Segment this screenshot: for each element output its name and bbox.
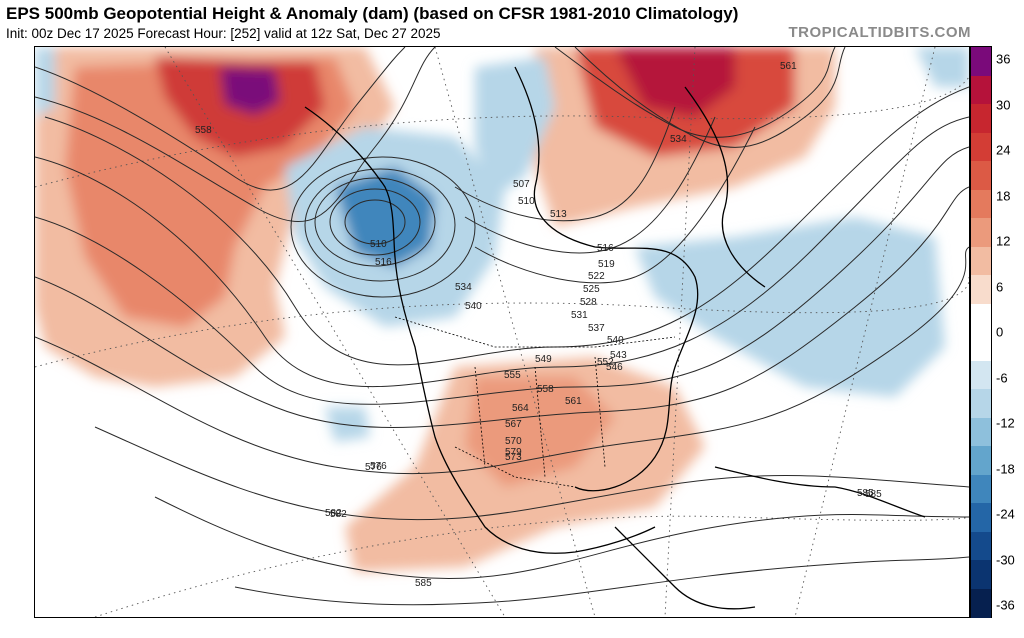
contour-label: 570 [505, 436, 522, 447]
contour-label: 558 [537, 384, 554, 395]
colorbar-tick-label: -18 [996, 461, 1015, 476]
contour-label: 546 [606, 362, 623, 373]
map-svg: 5585615345075105135165195225255285315375… [35, 47, 969, 617]
colorbar-tick-label: -24 [996, 506, 1015, 522]
contour-label: 585 [415, 578, 432, 589]
colorbar-segment [971, 75, 991, 105]
colorbar-segment [971, 104, 991, 133]
colorbar-segment [971, 560, 991, 589]
colorbar-tick-label: 18 [996, 188, 1011, 203]
contour-label: 585 [865, 489, 882, 500]
anomaly-negative-east [635, 217, 945, 397]
contour-labels: 5585615345075105135165195225255285315375… [195, 61, 882, 589]
anomaly-negative-west-inner [335, 167, 435, 267]
colorbar-segment [971, 389, 991, 418]
contour-label: 516 [375, 257, 392, 268]
colorbar-segment [971, 189, 991, 219]
colorbar-tick-label: 12 [996, 233, 1011, 249]
graticule [35, 47, 969, 617]
anomaly-negative-ne-corner [915, 47, 969, 87]
contour-label: 579 [505, 447, 522, 458]
anomaly-max-alaska [220, 67, 280, 115]
contour-label: 576 [365, 462, 382, 473]
colorbar-segment [971, 417, 991, 447]
contour-label: 567 [505, 419, 522, 430]
anomaly-positive-ne-core [615, 47, 735, 117]
colorbar-segment [971, 132, 991, 162]
anomaly-shading [35, 47, 969, 572]
contour-label: 549 [535, 354, 552, 365]
contour-label: 534 [670, 134, 687, 145]
coastlines [304, 66, 926, 610]
colorbar-segment [971, 161, 991, 190]
height-contours [35, 47, 969, 606]
contour-label: 582 [325, 508, 342, 519]
contour-label: 507 [513, 179, 530, 190]
anomaly-positive-south-inner [465, 377, 615, 487]
contour-label: 534 [455, 282, 472, 293]
colorbar-segment [971, 303, 991, 333]
colorbar-segment [971, 446, 991, 475]
anomaly-negative-nw-corner [35, 47, 55, 117]
contour-label: 519 [598, 259, 615, 270]
colorbar-tick-label: 36 [996, 51, 1011, 67]
colorbar-segment [971, 246, 991, 276]
colorbar-segment [971, 588, 991, 618]
colorbar-segment [971, 531, 991, 561]
colorbar-tick-label: -12 [996, 415, 1015, 431]
colorbar-tick-label: -36 [996, 597, 1015, 613]
contour-label: 522 [588, 271, 605, 282]
contour-label: 513 [550, 209, 567, 220]
colorbar-segment [971, 47, 991, 76]
contour-label: 531 [571, 310, 588, 321]
contour-label: 540 [607, 335, 624, 346]
colorbar-tick-label: 30 [996, 97, 1011, 112]
contour-label: 537 [588, 323, 605, 334]
contour-label: 510 [518, 196, 535, 207]
chart-title: EPS 500mb Geopotential Height & Anomaly … [6, 4, 739, 23]
contour-label: 516 [597, 243, 614, 254]
colorbar [970, 46, 992, 618]
contour-label: 576 [370, 461, 387, 472]
contour-label: 540 [465, 301, 482, 312]
contour-label: 582 [330, 509, 347, 520]
contour-label: 573 [505, 452, 522, 463]
contour-label: 510 [370, 239, 387, 250]
contour-label: 585 [857, 488, 874, 499]
colorbar-tick-label: 0 [996, 324, 1004, 340]
contour-label: 564 [512, 403, 529, 414]
anomaly-negative-north [475, 57, 555, 197]
contour-label: 558 [195, 125, 212, 136]
political-borders [394, 316, 676, 488]
colorbar-tick-label: 6 [996, 279, 1004, 294]
colorbar-segment [971, 275, 991, 304]
contour-label: 525 [583, 284, 600, 295]
contour-label: 555 [504, 370, 521, 381]
contour-label: 528 [580, 297, 597, 308]
contour-label: 552 [597, 357, 614, 368]
colorbar-segment [971, 503, 991, 532]
colorbar-segment [971, 474, 991, 504]
chart-subtitle: Init: 00z Dec 17 2025 Forecast Hour: [25… [6, 26, 441, 41]
contour-label: 561 [565, 396, 582, 407]
colorbar-tick-label: -6 [996, 370, 1008, 385]
colorbar-segment [971, 360, 991, 390]
map-panel: 558 561 534 507 510 513 516 519 522 525 528 531 537 5… [34, 46, 970, 618]
colorbar-segment [971, 218, 991, 247]
contour-label: 543 [610, 350, 627, 361]
colorbar-tick-label: 24 [996, 142, 1011, 158]
contour-label: 561 [780, 61, 797, 72]
colorbar-segment [971, 332, 991, 361]
colorbar-tick-label: -30 [996, 552, 1015, 567]
brand-watermark: TROPICALTIDBITS.COM [788, 24, 971, 41]
